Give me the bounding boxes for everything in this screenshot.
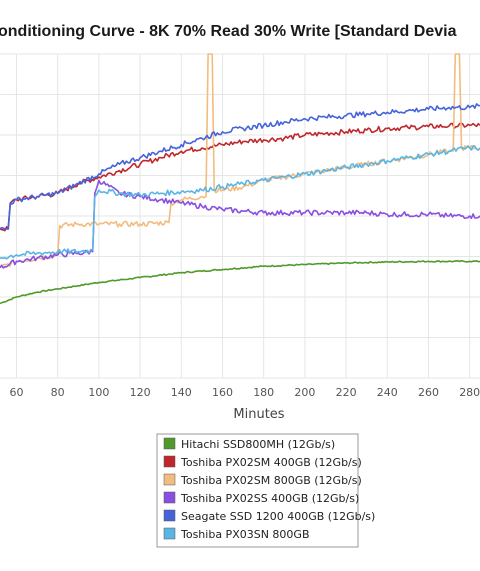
x-tick-label: 220 <box>336 386 357 399</box>
x-tick-label: 100 <box>88 386 109 399</box>
series-line-hitachi-ssd800mh-12gb-s <box>0 260 480 305</box>
x-tick-label: 80 <box>51 386 65 399</box>
legend-entry: Seagate SSD 1200 400GB (12Gb/s) <box>181 510 375 523</box>
chart-title: onditioning Curve - 8K 70% Read 30% Writ… <box>0 23 457 40</box>
grid <box>0 53 480 379</box>
series-line-toshiba-px02sm-800gb-12gb-s <box>0 53 480 269</box>
legend-swatch <box>163 509 176 522</box>
series-layer <box>0 53 480 305</box>
x-tick-label: 200 <box>294 386 315 399</box>
legend-swatch <box>163 527 176 540</box>
legend-entry: Toshiba PX02SM 400GB (12Gb/s) <box>180 456 362 469</box>
x-tick-label: 160 <box>212 386 233 399</box>
series-line-toshiba-px03sn-800gb <box>0 145 480 260</box>
legend-entry: Toshiba PX03SN 800GB <box>180 528 310 541</box>
legend-box <box>156 433 359 548</box>
legend-entry: Hitachi SSD800MH (12Gb/s) <box>181 438 335 451</box>
legend-swatch <box>163 455 176 468</box>
x-tick-label: 280 <box>459 386 480 399</box>
x-axis: 60 80 100 120 140 160 180 200 220 240 260 280 <box>9 386 480 399</box>
legend-swatch <box>163 473 176 486</box>
legend-entry: Toshiba PX02SS 400GB (12Gb/s) <box>180 492 359 505</box>
series-line-seagate-ssd-1200-400gb-12gb-s <box>0 103 480 230</box>
x-tick-label: 180 <box>253 386 274 399</box>
x-tick-label: 140 <box>171 386 192 399</box>
legend-entry: Toshiba PX02SM 800GB (12Gb/s) <box>180 474 362 487</box>
x-axis-label: Minutes <box>233 407 284 422</box>
legend: Hitachi SSD800MH (12Gb/s) Toshiba PX02SM … <box>156 433 375 548</box>
series-line-toshiba-px02sm-400gb-12gb-s <box>0 122 480 232</box>
series-line-toshiba-px02ss-400gb-12gb-s <box>0 179 480 269</box>
x-tick-label: 260 <box>418 386 439 399</box>
x-tick-label: 120 <box>130 386 151 399</box>
legend-swatch <box>163 491 176 504</box>
x-tick-label: 240 <box>377 386 398 399</box>
x-tick-label: 60 <box>9 386 23 399</box>
legend-swatch <box>163 437 176 450</box>
